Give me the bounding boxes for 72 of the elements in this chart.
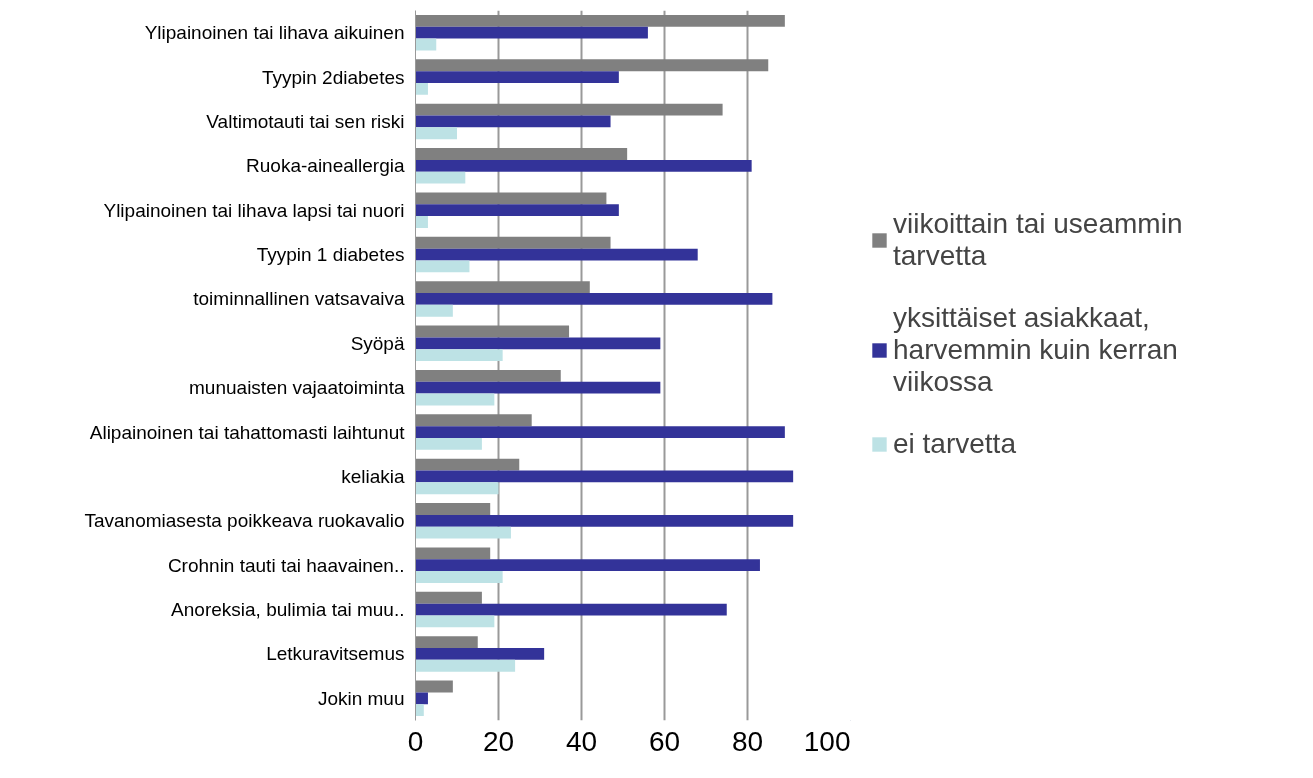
y-tick-label: Ruoka-aineallergia bbox=[246, 155, 405, 177]
y-tick-label: Anoreksia, bulimia tai muu.. bbox=[171, 599, 405, 621]
bar bbox=[415, 393, 495, 406]
bar bbox=[415, 636, 478, 649]
bar bbox=[415, 704, 424, 717]
bar bbox=[415, 103, 723, 116]
bar bbox=[415, 127, 457, 140]
x-tick-label: 40 bbox=[565, 725, 598, 757]
bar bbox=[415, 526, 511, 539]
y-tick-label: Jokin muu bbox=[317, 687, 405, 709]
bar bbox=[415, 26, 648, 39]
y-tick-label: Letkuravitsemus bbox=[266, 643, 405, 665]
bar bbox=[415, 414, 532, 427]
bar bbox=[415, 71, 619, 83]
bar bbox=[415, 248, 698, 261]
y-tick-label: Ylipainoinen tai lihava lapsi tai nuori bbox=[103, 199, 405, 221]
bar bbox=[415, 458, 520, 471]
legend-label: viikoittain tai useammin tarvetta bbox=[893, 208, 1183, 272]
bar bbox=[415, 159, 752, 172]
bar bbox=[415, 349, 503, 362]
bar bbox=[415, 591, 482, 604]
bar bbox=[415, 148, 628, 160]
bar bbox=[415, 304, 453, 317]
y-tick-label: Syöpä bbox=[350, 332, 405, 354]
legend-label: ei tarvetta bbox=[893, 428, 1016, 460]
x-tick-label: 20 bbox=[482, 725, 515, 757]
bar bbox=[415, 692, 428, 705]
bar bbox=[415, 482, 499, 495]
y-tick-label: munuaisten vajaatoiminta bbox=[189, 377, 405, 399]
x-tick-label: 100 bbox=[803, 725, 851, 757]
bar bbox=[415, 426, 785, 438]
bar bbox=[415, 381, 661, 394]
bar bbox=[415, 204, 619, 217]
y-tick-label: Tyypin 1 diabetes bbox=[256, 244, 405, 266]
x-tick-label: 80 bbox=[731, 725, 764, 757]
bar bbox=[415, 337, 661, 350]
bar bbox=[415, 514, 794, 527]
bar bbox=[415, 680, 453, 693]
bar bbox=[415, 216, 428, 228]
y-tick-label: toiminnallinen vatsavaiva bbox=[193, 288, 405, 310]
x-tick-label: 0 bbox=[407, 725, 424, 757]
bar bbox=[415, 503, 491, 515]
bar bbox=[415, 603, 727, 616]
bar bbox=[415, 648, 545, 660]
bar bbox=[415, 236, 611, 249]
bar bbox=[415, 171, 466, 184]
y-tick-label: Ylipainoinen tai lihava aikuinen bbox=[144, 22, 405, 44]
bar bbox=[415, 571, 503, 583]
x-tick-label: 60 bbox=[648, 725, 681, 757]
bar bbox=[415, 115, 611, 128]
y-tick-label: Tavanomiasesta poikkeava ruokavalio bbox=[84, 510, 405, 532]
bar bbox=[415, 369, 561, 382]
y-tick-label: Valtimotauti tai sen riski bbox=[206, 110, 405, 132]
bar bbox=[415, 659, 516, 672]
y-tick-label: Crohnin tauti tai haavainen.. bbox=[167, 554, 405, 576]
bar bbox=[415, 260, 470, 273]
bar bbox=[415, 437, 482, 450]
bar bbox=[415, 615, 495, 628]
bar bbox=[415, 293, 773, 305]
bar bbox=[415, 281, 590, 294]
bar bbox=[415, 547, 491, 560]
y-tick-label: keliakia bbox=[341, 465, 405, 487]
y-tick-label: Tyypin 2diabetes bbox=[261, 66, 405, 88]
bar bbox=[415, 470, 794, 483]
bar bbox=[415, 325, 570, 338]
y-tick-label: Alipainoinen tai tahattomasti laihtunut bbox=[89, 421, 406, 443]
legend-label: yksittäiset asiakkaat, harvemmin kuin kerran viikossa bbox=[893, 302, 1178, 398]
bar bbox=[415, 559, 760, 572]
bar bbox=[415, 82, 428, 95]
bar bbox=[415, 14, 785, 27]
bar bbox=[415, 59, 769, 72]
bar bbox=[415, 192, 607, 205]
